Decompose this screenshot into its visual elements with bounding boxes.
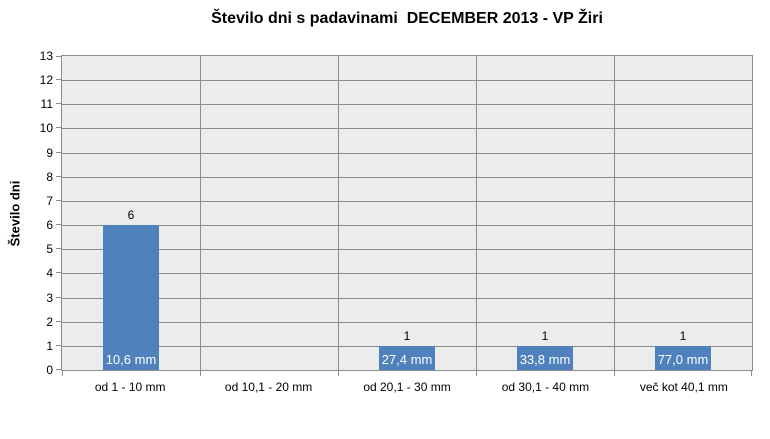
horizontal-gridline — [62, 152, 752, 154]
x-axis-category-label: od 1 - 10 mm — [94, 380, 166, 394]
y-axis-tick — [56, 151, 61, 153]
bar-value-label: 1 — [403, 328, 411, 343]
y-axis-tick — [56, 79, 61, 81]
x-axis-tick — [476, 371, 477, 376]
bar-inner-label: 77,0 mm — [657, 352, 709, 367]
x-axis-category-label: od 30,1 - 40 mm — [501, 380, 590, 394]
horizontal-gridline — [62, 104, 752, 106]
y-axis-tick — [56, 248, 61, 250]
y-axis-tick-label: 0 — [46, 363, 53, 377]
bar-inner-label: 33,8 mm — [519, 352, 571, 367]
y-axis-tick — [56, 127, 61, 129]
y-axis-tick-label: 2 — [46, 314, 53, 329]
x-axis-category-label: od 20,1 - 30 mm — [363, 380, 451, 394]
x-axis-tick — [338, 371, 339, 376]
horizontal-gridline — [62, 321, 752, 323]
y-axis-tick — [56, 199, 61, 201]
y-axis-tick-label: 7 — [46, 193, 53, 208]
y-axis-tick — [56, 103, 61, 105]
y-axis-tick — [56, 272, 61, 274]
x-axis-category-label: več kot 40,1 mm — [639, 380, 728, 394]
horizontal-gridline — [62, 297, 752, 299]
y-axis-tick — [56, 175, 61, 177]
bar: 10,6 mm — [103, 225, 159, 370]
horizontal-gridline — [62, 80, 752, 82]
y-axis-tick-label: 3 — [46, 290, 53, 305]
horizontal-gridline — [62, 225, 752, 227]
y-axis-tick — [56, 224, 61, 226]
y-axis-tick-label: 13 — [39, 49, 53, 63]
y-axis-tick — [56, 56, 61, 57]
y-axis-tick — [56, 296, 61, 298]
y-axis-tick-label: 12 — [39, 73, 53, 88]
x-axis-tick — [62, 371, 63, 376]
bar-inner-label: 10,6 mm — [105, 352, 157, 367]
chart-title: Število dni s padavinami DECEMBER 2013 -… — [211, 10, 603, 27]
vertical-gridline — [475, 56, 477, 370]
y-axis-tick-label: 11 — [40, 97, 53, 112]
horizontal-gridline — [62, 249, 752, 251]
bar-value-label: 1 — [541, 328, 549, 343]
vertical-gridline — [199, 56, 201, 370]
horizontal-gridline — [62, 176, 752, 178]
bar: 33,8 mm — [517, 345, 573, 370]
vertical-gridline — [613, 56, 615, 370]
horizontal-gridline — [62, 273, 752, 275]
y-axis-tick-label: 5 — [46, 242, 53, 257]
bar-value-label: 1 — [679, 328, 687, 343]
x-axis-tick — [614, 371, 615, 376]
y-axis-tick — [56, 369, 61, 370]
x-axis-tick — [200, 371, 201, 376]
plot-area: 10,6 mm 6 27,4 mm 1 33,8 mm 1 77,0 mm 1 — [56, 55, 753, 376]
bar: 77,0 mm — [655, 345, 711, 370]
horizontal-gridline — [62, 200, 752, 202]
vertical-gridline — [337, 56, 339, 370]
bar-inner-label: 27,4 mm — [381, 352, 433, 367]
y-axis-tick-label: 9 — [46, 145, 53, 160]
bar: 27,4 mm — [379, 345, 435, 370]
x-axis-labels: od 1 - 10 mm od 10,1 - 20 mm od 20,1 - 30 … — [61, 380, 753, 394]
x-axis-category-label: od 10,1 - 20 mm — [224, 380, 313, 394]
bar-value-label: 6 — [127, 208, 135, 223]
horizontal-gridline — [62, 128, 752, 130]
x-axis-tick — [751, 371, 752, 376]
y-axis-tick-label: 1 — [46, 338, 53, 353]
y-axis-tick — [56, 320, 61, 322]
y-axis-tick-label: 10 — [39, 121, 53, 136]
y-axis-tick-label: 4 — [46, 266, 53, 281]
y-axis-tick-label: 8 — [46, 169, 53, 184]
y-axis-tick-label: 6 — [46, 218, 53, 233]
y-axis-tick — [56, 344, 61, 346]
y-axis-tick-labels: 0 1 2 3 4 5 6 7 8 9 10 11 12 13 — [0, 49, 53, 377]
